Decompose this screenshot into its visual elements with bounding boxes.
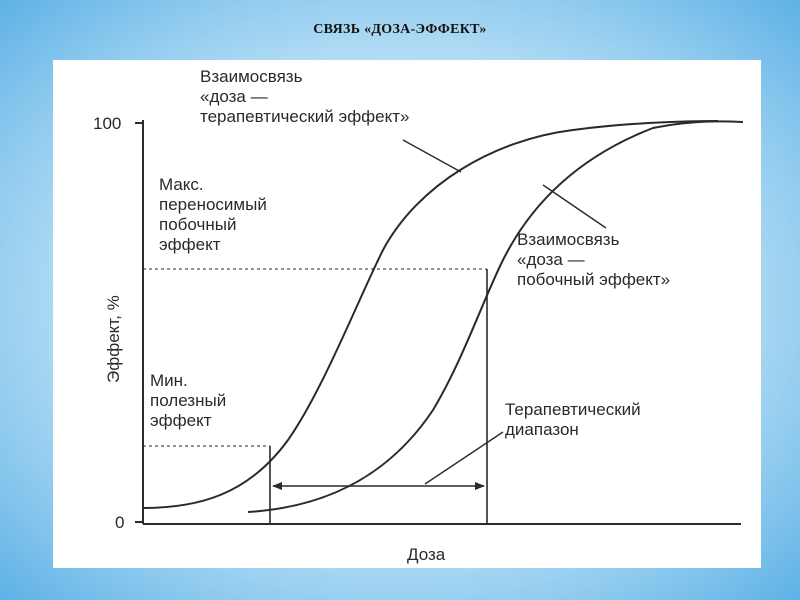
min-useful-effect-label: Мин. полезный эффект [150,371,231,430]
y-axis-label: Эффект, % [104,295,123,383]
dose-effect-diagram: 100 0 Эффект, % Доза Взаимосвязь «доза —… [93,67,744,564]
leader-therapeutic-range [424,431,504,485]
y-tick-label-top: 100 [93,114,121,133]
therapeutic-effect-curve [142,120,719,509]
y-tick-label-bottom: 0 [115,513,124,532]
slide-title: СВЯЗЬ «ДОЗА-ЭФФЕКТ» [313,22,487,37]
therapeutic-range-arrowhead-left [272,482,282,490]
therapeutic-range-label: Терапевтический диапазон [505,400,645,439]
side-effect-curve [247,120,744,513]
x-axis-label: Доза [407,545,446,564]
dose-effect-figure: 100 0 Эффект, % Доза Взаимосвязь «доза —… [53,60,761,568]
therapeutic-curve-label: Взаимосвязь «доза — терапевтический эффе… [200,67,410,126]
leader-therapeutic-curve [402,139,462,173]
therapeutic-range-arrowhead-right [475,482,485,490]
leader-side-curve [542,184,607,229]
side-effect-curve-label: Взаимосвязь «доза — побочный эффект» [517,230,670,289]
max-side-effect-label: Макс. переносимый побочный эффект [159,175,272,254]
